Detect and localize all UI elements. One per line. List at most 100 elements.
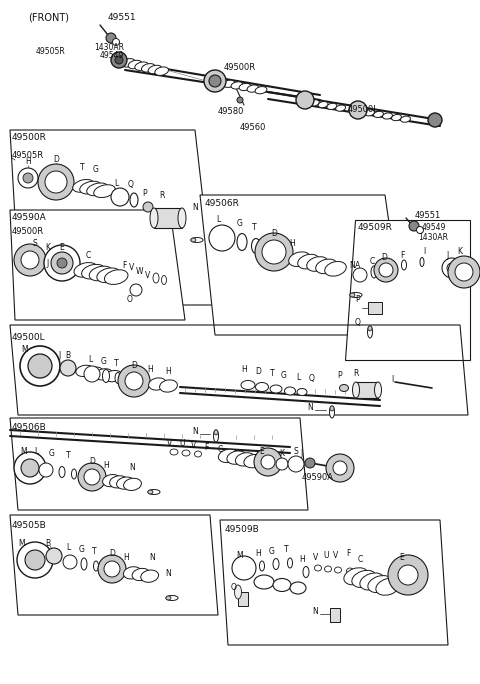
- Text: D: D: [89, 456, 95, 466]
- Text: U: U: [323, 551, 329, 560]
- Text: W: W: [136, 267, 144, 276]
- Polygon shape: [10, 210, 185, 320]
- Ellipse shape: [227, 451, 247, 464]
- Text: J: J: [301, 449, 303, 458]
- Circle shape: [39, 463, 53, 477]
- Circle shape: [305, 458, 315, 468]
- Ellipse shape: [150, 208, 158, 228]
- Bar: [356, 382, 378, 398]
- Ellipse shape: [132, 568, 150, 581]
- Text: A: A: [355, 261, 360, 269]
- Ellipse shape: [360, 573, 384, 590]
- Ellipse shape: [72, 469, 76, 479]
- Ellipse shape: [420, 257, 424, 267]
- Ellipse shape: [115, 373, 121, 384]
- Bar: [330, 608, 340, 622]
- Ellipse shape: [373, 111, 384, 118]
- Ellipse shape: [244, 454, 264, 468]
- Text: E: E: [60, 244, 64, 252]
- Circle shape: [111, 52, 127, 68]
- Circle shape: [84, 469, 100, 485]
- Ellipse shape: [97, 268, 120, 282]
- Text: S: S: [33, 239, 37, 248]
- Circle shape: [125, 372, 143, 390]
- Ellipse shape: [335, 567, 341, 573]
- Ellipse shape: [374, 382, 382, 398]
- Text: H: H: [147, 365, 153, 375]
- Ellipse shape: [237, 233, 247, 250]
- Text: N: N: [349, 261, 355, 269]
- Ellipse shape: [392, 114, 401, 120]
- Ellipse shape: [330, 406, 334, 411]
- Circle shape: [111, 188, 129, 206]
- Ellipse shape: [297, 389, 307, 395]
- Ellipse shape: [148, 490, 160, 495]
- Circle shape: [63, 555, 77, 569]
- Text: F: F: [346, 549, 350, 559]
- Ellipse shape: [239, 83, 251, 90]
- Circle shape: [379, 263, 393, 277]
- Text: N: N: [149, 553, 155, 562]
- Ellipse shape: [352, 382, 360, 398]
- Circle shape: [442, 258, 462, 278]
- Text: G: G: [79, 544, 85, 553]
- Polygon shape: [200, 195, 405, 335]
- Text: H: H: [123, 553, 129, 562]
- Text: T: T: [80, 163, 84, 172]
- Text: V: V: [130, 263, 134, 272]
- Text: T: T: [284, 544, 288, 553]
- Circle shape: [209, 225, 235, 251]
- Text: K: K: [457, 248, 463, 256]
- Text: V: V: [334, 551, 338, 560]
- Circle shape: [38, 164, 74, 200]
- Ellipse shape: [191, 237, 203, 243]
- Ellipse shape: [316, 259, 337, 274]
- Ellipse shape: [324, 261, 346, 276]
- Circle shape: [143, 202, 153, 212]
- Circle shape: [232, 556, 256, 580]
- Text: G: G: [93, 166, 99, 174]
- Text: 49506B: 49506B: [12, 423, 47, 432]
- Circle shape: [349, 101, 367, 119]
- Text: T: T: [114, 360, 118, 369]
- Ellipse shape: [290, 582, 306, 594]
- Text: D: D: [381, 254, 387, 263]
- Ellipse shape: [273, 579, 291, 592]
- Text: L: L: [114, 179, 118, 187]
- Text: N: N: [192, 428, 198, 436]
- Text: 49505B: 49505B: [12, 521, 47, 529]
- Ellipse shape: [235, 453, 255, 466]
- Text: H: H: [289, 239, 295, 248]
- Text: C: C: [217, 445, 223, 453]
- Circle shape: [20, 346, 60, 386]
- Ellipse shape: [347, 568, 353, 574]
- Text: H: H: [103, 462, 109, 471]
- Text: L: L: [296, 373, 300, 382]
- Ellipse shape: [135, 62, 148, 70]
- Circle shape: [409, 221, 419, 231]
- Circle shape: [46, 548, 62, 564]
- Ellipse shape: [103, 475, 120, 487]
- Text: T: T: [270, 369, 274, 378]
- Text: 49551: 49551: [415, 211, 441, 220]
- Text: N: N: [165, 570, 171, 579]
- Text: 49505R: 49505R: [12, 150, 44, 159]
- Text: M: M: [237, 551, 243, 560]
- Polygon shape: [345, 220, 470, 360]
- Text: H: H: [255, 549, 261, 557]
- Text: 49500R: 49500R: [12, 133, 47, 142]
- Circle shape: [417, 226, 423, 233]
- Circle shape: [17, 542, 53, 578]
- Text: M: M: [19, 540, 25, 549]
- Text: I: I: [391, 376, 393, 384]
- Text: H: H: [241, 365, 247, 375]
- Text: N: N: [312, 607, 318, 616]
- Text: (FRONT): (FRONT): [28, 13, 69, 23]
- Text: G: G: [269, 547, 275, 555]
- Ellipse shape: [123, 478, 142, 490]
- Ellipse shape: [74, 263, 97, 277]
- Circle shape: [18, 168, 38, 188]
- Text: 49551: 49551: [108, 14, 137, 23]
- Ellipse shape: [270, 385, 282, 393]
- Text: O: O: [127, 295, 133, 304]
